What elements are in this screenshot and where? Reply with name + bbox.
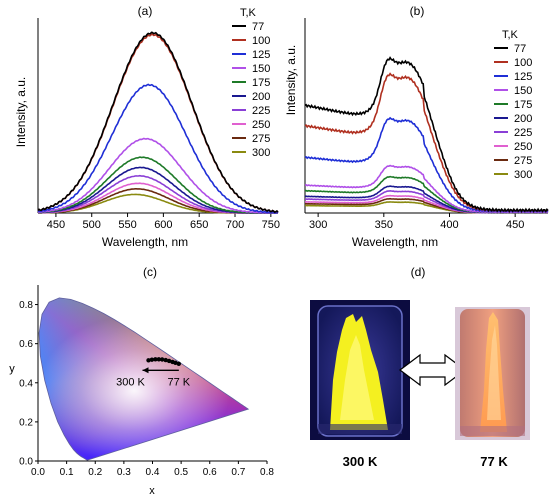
caption-300k: 300 K [343,454,378,469]
cie-point-4 [160,357,165,362]
series-line-125k [37,83,279,214]
panel-a-ylabel: Intensity, a.u. [14,77,28,147]
panel-c-axes: 0.0 0.1 0.2 0.3 0.4 0.5 0.6 0.7 0.8 0.0 0.2 0.4 0.6 0… [19,285,274,478]
cie-point-9 [176,361,181,366]
panel-c-points [146,357,181,366]
caption-77k: 77 K [480,454,508,469]
y-tick-label: 0.4 [19,378,33,389]
cie-point-2 [153,357,158,362]
legend-label-125k: 125 [252,49,270,61]
cie-point-5 [163,357,168,363]
x-tick-label: 650 [190,219,208,231]
x-tick-label: 700 [226,219,244,231]
cie-point-0 [146,358,151,363]
panel-c-ylabel: y [9,363,15,375]
legend-label-150k: 150 [514,85,532,97]
x-tick-label: 0.6 [203,467,217,478]
x-tick-label: 400 [440,219,458,231]
x-tick-label: 0.7 [231,467,245,478]
x-tick-label: 750 [262,219,280,231]
panel-b: (b) 300 350 400 450 T,K 77 100 125 150 175 200 225… [284,4,549,249]
legend-label-100k: 100 [514,57,532,69]
legend-label-125k: 125 [514,71,532,83]
x-tick-label: 0.5 [174,467,188,478]
x-tick-label: 0.3 [117,467,131,478]
vial-photo-300k [310,300,410,440]
x-tick-label: 450 [506,219,524,231]
legend-label-250k: 250 [252,119,270,131]
legend-label-200k: 200 [252,91,270,103]
x-tick-label: 0.1 [60,467,74,478]
panel-c-label: (c) [143,265,157,279]
panel-c-annotations: 300 K 77 K [116,367,191,388]
y-tick-label: 0.0 [19,457,33,468]
panel-a: (a) 450 500 550 600 650 700 750 T,K 77 100 125 150… [14,4,280,249]
legend-label-300k: 300 [252,147,270,159]
x-tick-label: 0.2 [88,467,102,478]
panel-b-axes: 300 350 400 450 [304,18,548,231]
panel-c: (c) 0.0 0.1 0.2 0.3 0.4 0.5 0.6 0.7 0.8 0.0 0.2 0.4… [9,265,274,497]
legend-label-200k: 200 [514,113,532,125]
panel-b-xlabel: Wavelength, nm [352,235,438,249]
annotation-77k: 77 K [168,376,191,388]
x-tick-label: 450 [47,219,65,231]
series-line-100k [304,72,549,213]
panel-b-ylabel: Intensity, a.u. [284,45,298,115]
series-line-77k [304,56,549,213]
panel-a-xlabel: Wavelength, nm [102,235,188,249]
annotation-300k: 300 K [116,376,145,388]
cie-chromaticity-diagram [38,297,250,461]
legend-label-300k: 300 [514,169,532,181]
panel-d-label: (d) [411,265,426,279]
legend-label-77k: 77 [252,21,264,33]
cie-point-8 [173,360,178,365]
y-tick-label: 0.2 [19,417,33,428]
x-tick-label: 0.0 [31,467,45,478]
legend-label-150k: 150 [252,63,270,75]
arrow-head-icon [142,367,149,374]
legend-label-225k: 225 [252,105,270,117]
series-line-150k [304,164,549,214]
panel-a-axes: 450 500 550 600 650 700 750 [37,18,280,231]
legend-label-175k: 175 [252,77,270,89]
panel-a-label: (a) [138,4,153,18]
x-tick-label: 350 [375,219,393,231]
legend-label-225k: 225 [514,127,532,139]
legend-label-175k: 175 [514,99,532,111]
panel-d: (d) 300 K 77 K [310,265,530,469]
x-tick-label: 0.4 [146,467,160,478]
cie-point-1 [149,357,155,362]
series-line-175k [37,156,279,214]
x-tick-label: 600 [154,219,172,231]
legend-title: T,K [502,29,519,41]
legend-label-275k: 275 [514,155,532,167]
panel-b-legend: T,K 77 100 125 150 175 200 225 250 275 300 [494,29,532,181]
panel-b-label: (b) [410,4,425,18]
legend-label-250k: 250 [514,141,532,153]
spectral-locus-outline [38,297,250,461]
legend-title: T,K [240,7,257,19]
legend-label-275k: 275 [252,133,270,145]
x-tick-label: 500 [83,219,101,231]
x-tick-label: 300 [309,219,327,231]
panel-a-lines [37,31,279,214]
x-tick-label: 0.8 [260,467,274,478]
panel-b-lines [304,56,549,214]
y-tick-label: 0.8 [19,300,33,311]
y-tick-label: 0.6 [19,339,33,350]
cie-point-3 [156,357,161,362]
x-tick-label: 550 [118,219,136,231]
series-line-77k [37,31,279,214]
panel-c-xlabel: x [149,485,155,497]
panel-a-legend: T,K 77 100 125 150 175 200 225 250 275 300 [232,7,270,159]
cie-color-fill [39,297,249,461]
cie-point-6 [166,358,172,364]
series-line-150k [37,137,279,214]
legend-label-100k: 100 [252,35,270,47]
vial-photo-77k [455,307,530,440]
legend-label-77k: 77 [514,43,526,55]
